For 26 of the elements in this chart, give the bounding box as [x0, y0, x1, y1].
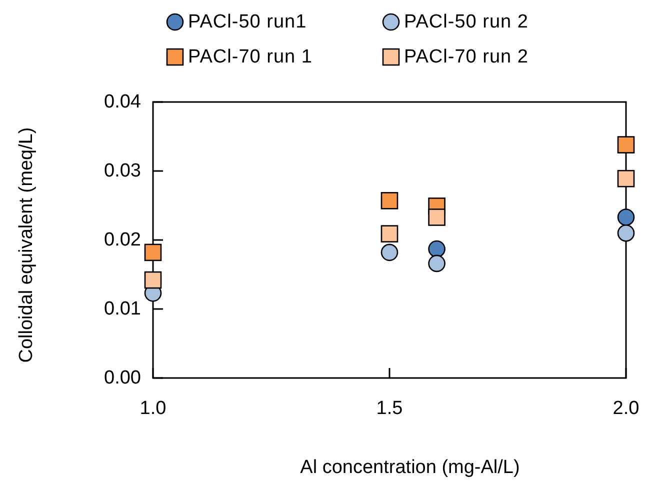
point — [428, 240, 446, 258]
legend-label: PACl-50 run 2 — [404, 12, 528, 32]
point — [617, 170, 635, 188]
point — [617, 136, 635, 154]
y-tick-label: 0.04 — [104, 92, 142, 112]
y-tick-label: 0.01 — [104, 298, 141, 320]
x-axis-title: Al concentration (mg-Al/L) — [300, 457, 520, 478]
y-tick-label: 0.02 — [104, 230, 141, 250]
legend-label: PACl-70 run 2 — [404, 46, 528, 68]
point — [380, 192, 398, 210]
legend-label: PACl-50 run1 — [188, 12, 307, 32]
point — [428, 208, 446, 226]
point — [428, 254, 446, 272]
x-tick-label: 1.5 — [376, 398, 403, 419]
point — [617, 208, 635, 226]
legend-label: PACl-70 run 1 — [188, 46, 312, 68]
y-tick-label: 0.00 — [104, 368, 141, 388]
x-tick-label: 1.0 — [140, 398, 166, 419]
point — [380, 225, 398, 242]
y-axis-title: Colloidal equivalent (meq/L) — [16, 127, 37, 363]
point — [144, 244, 162, 262]
point — [617, 224, 635, 242]
x-tick-label: 2.0 — [612, 398, 640, 419]
point — [380, 244, 398, 262]
point — [144, 271, 162, 289]
y-tick-label: 0.03 — [104, 160, 141, 182]
